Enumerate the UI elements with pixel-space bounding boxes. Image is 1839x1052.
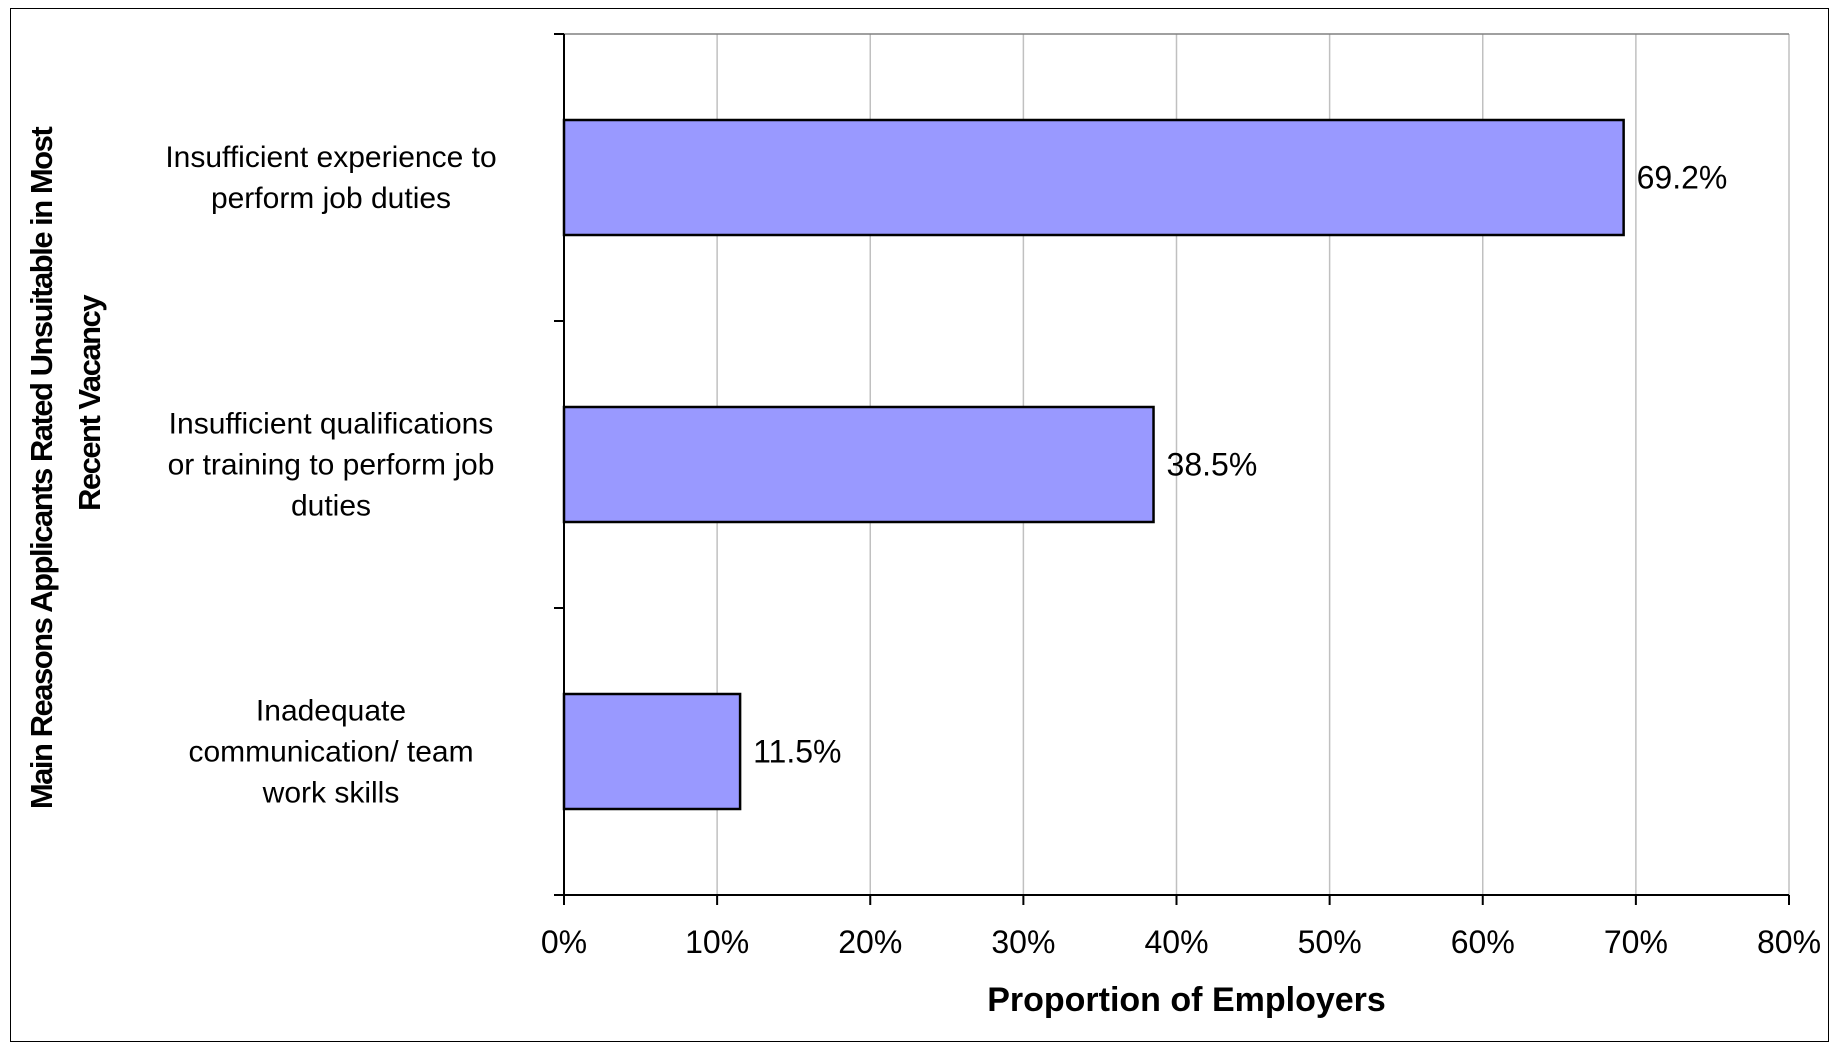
category-label-0-line-0: Insufficient experience to: [165, 141, 496, 174]
x-tick-label-40: 40%: [1144, 924, 1208, 960]
bar-2: [562, 692, 742, 811]
category-label-2: Inadequate communication/ team work skills: [188, 695, 473, 810]
category-label-0: Insufficient experience to perform job du…: [165, 141, 496, 215]
y-axis-title-line-2: Recent Vacancy: [72, 294, 107, 511]
category-label-1: Insufficient qualifications or training t…: [168, 408, 495, 523]
bar-0: [562, 118, 1625, 237]
data-label-2: 11.5%: [753, 734, 841, 770]
category-label-2-line-2: work skills: [262, 777, 400, 810]
x-axis-title: Proportion of Employers: [987, 981, 1386, 1019]
x-tick-label-80: 80%: [1757, 924, 1821, 960]
y-axis-title-line-1: Main Reasons Applicants Rated Unsuitable…: [24, 127, 59, 809]
axes: [554, 33, 1790, 905]
x-tick-label-0: 0%: [541, 924, 587, 960]
x-tick-label-60: 60%: [1451, 924, 1515, 960]
x-tick-label-10: 10%: [685, 924, 749, 960]
category-label-2-line-0: Inadequate: [256, 695, 406, 728]
data-label-0: 69.2%: [1637, 160, 1728, 196]
x-tick-label-20: 20%: [838, 924, 902, 960]
category-label-1-line-2: duties: [291, 490, 371, 523]
data-label-1: 38.5%: [1167, 447, 1258, 483]
labels: 69.2% 38.5% 11.5% 0% 10% 20% 30% 40% 50% 60% 70% 80…: [165, 141, 1821, 960]
category-label-0-line-1: perform job duties: [211, 182, 451, 215]
category-label-2-line-1: communication/ team: [188, 736, 473, 769]
bars: [562, 118, 1625, 811]
category-label-1-line-1: or training to perform job: [168, 449, 495, 482]
x-tick-label-70: 70%: [1604, 924, 1668, 960]
category-label-1-line-0: Insufficient qualifications: [169, 408, 494, 441]
x-tick-label-50: 50%: [1298, 924, 1362, 960]
x-tick-label-30: 30%: [991, 924, 1055, 960]
bar-1: [562, 405, 1155, 524]
